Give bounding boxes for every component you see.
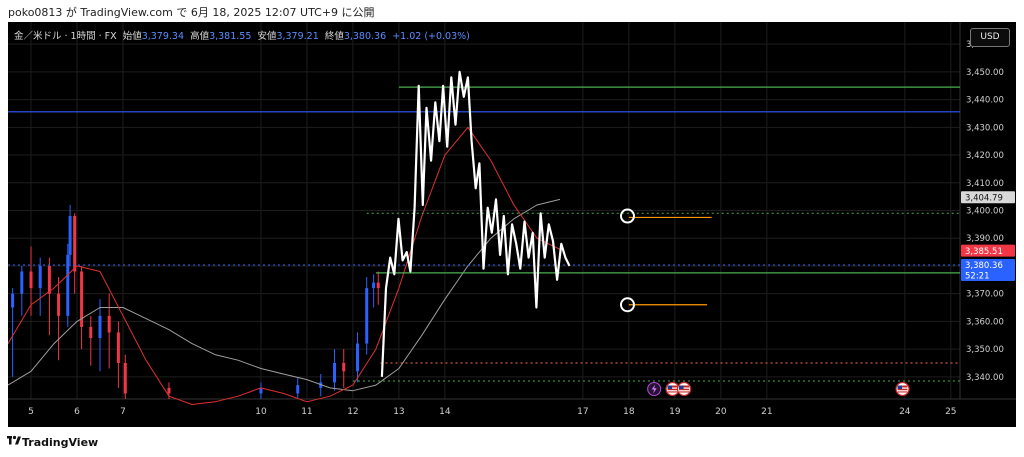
horizontal-levels: [8, 87, 960, 381]
low-label: 安値: [257, 31, 276, 42]
x-tick-label: 24: [899, 407, 911, 417]
candle-body: [333, 363, 336, 382]
publish-caption: poko0813 が TradingView.com で 6月 18, 2025…: [8, 4, 375, 20]
x-tick-label: 13: [393, 407, 404, 417]
price-chart[interactable]: 3,340.003,350.003,360.003,370.003,380.00…: [8, 22, 1016, 427]
grid-lines: [8, 22, 960, 399]
x-tick-label: 20: [715, 407, 727, 417]
x-tick-label: 7: [120, 407, 126, 417]
y-tick-label: 3,390.00: [966, 234, 1004, 244]
open-label: 始値: [123, 31, 142, 42]
chart-panel[interactable]: 3,340.003,350.003,360.003,370.003,380.00…: [8, 22, 1016, 427]
candle-body: [29, 271, 32, 288]
currency-button[interactable]: USD: [970, 28, 1010, 47]
footer-brand: TradingView: [22, 436, 98, 449]
flag-canton: [668, 386, 673, 390]
time-axis: 5 6 7 10 11 12 13 14 17 18 19 20 21 24 25: [28, 407, 956, 417]
flag-stripe-white: [898, 390, 908, 391]
candle-body: [89, 327, 92, 338]
y-tick-label: 3,430.00: [966, 123, 1004, 133]
x-tick-label: 25: [945, 407, 956, 417]
x-tick-label: 18: [623, 407, 635, 417]
symbol-label: 金／米ドル · 1時間 · FX: [14, 31, 117, 42]
price-label-text: 3,404.79: [965, 194, 1003, 204]
candle-body: [342, 363, 345, 371]
candle-body: [20, 271, 23, 293]
y-tick-label: 3,400.00: [966, 207, 1004, 217]
flag-canton: [898, 386, 903, 390]
footer: TradingView: [0, 427, 1024, 457]
y-tick-label: 3,440.00: [966, 96, 1004, 106]
y-tick-label: 3,360.00: [966, 317, 1004, 327]
x-tick-label: 10: [255, 407, 267, 417]
x-tick-label: 21: [761, 407, 772, 417]
x-tick-label: 17: [577, 407, 588, 417]
candle-body: [167, 388, 170, 394]
publish-header: poko0813 が TradingView.com で 6月 18, 2025…: [0, 0, 1024, 22]
candle-body: [48, 266, 51, 294]
x-tick-label: 6: [74, 407, 80, 417]
candle-body: [73, 216, 76, 271]
high-value: 3,381.55: [209, 31, 251, 42]
drawn-price-path: [382, 72, 570, 377]
candles: [11, 205, 380, 399]
close-label: 終値: [325, 31, 344, 42]
price-label-text: 3,380.36: [965, 261, 1003, 271]
ohlc-legend: 金／米ドル · 1時間 · FX 始値3,379.34 高値3,381.55 安…: [14, 28, 470, 42]
y-tick-label: 3,350.00: [966, 345, 1004, 355]
close-value: 3,380.36: [344, 31, 386, 42]
candle-body: [124, 363, 127, 393]
tradingview-logo-icon: [0, 426, 22, 450]
marker-circle: [621, 210, 634, 223]
open-value: 3,379.34: [142, 31, 184, 42]
y-tick-label: 3,450.00: [966, 68, 1004, 78]
price-label-text: 3,385.51: [965, 247, 1003, 257]
x-tick-label: 19: [669, 407, 681, 417]
candle-body: [69, 216, 72, 255]
candle-body: [296, 385, 299, 393]
high-label: 高値: [190, 31, 209, 42]
low-value: 3,379.21: [276, 31, 318, 42]
x-tick-label: 11: [301, 407, 312, 417]
change-value: +1.02 (+0.03%): [392, 31, 470, 42]
candle-body: [57, 294, 60, 316]
price-axis: 3,340.003,350.003,360.003,370.003,380.00…: [966, 40, 1004, 383]
y-tick-label: 3,420.00: [966, 151, 1004, 161]
y-tick-label: 3,340.00: [966, 373, 1004, 383]
candle-body: [356, 344, 359, 372]
candle-body: [108, 316, 111, 333]
candle-body: [39, 266, 42, 288]
x-tick-label: 5: [28, 407, 34, 417]
candle-body: [117, 332, 120, 362]
y-tick-label: 3,370.00: [966, 290, 1004, 300]
flag-stripe-white: [679, 390, 689, 391]
candle-body: [11, 294, 14, 308]
candle-body: [98, 316, 101, 338]
candle-body: [365, 288, 368, 343]
candle-body: [66, 255, 69, 316]
flag-canton: [679, 386, 684, 390]
flag-stripe-white: [668, 390, 678, 391]
x-tick-label: 12: [347, 407, 358, 417]
price-label-countdown: 52:21: [965, 271, 990, 281]
candle-body: [372, 283, 375, 289]
y-tick-label: 3,410.00: [966, 179, 1004, 189]
candle-body: [377, 283, 380, 289]
x-tick-label: 14: [439, 407, 451, 417]
